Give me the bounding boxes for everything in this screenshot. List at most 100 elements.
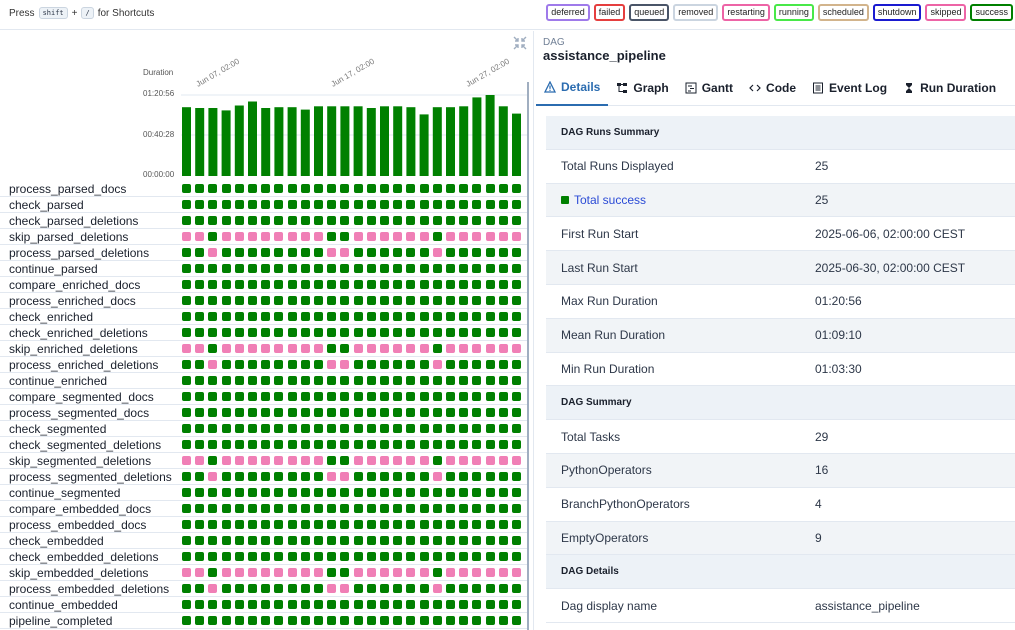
- task-instance-success[interactable]: [498, 424, 508, 433]
- task-instance-success[interactable]: [485, 312, 495, 321]
- task-instance-success[interactable]: [340, 456, 350, 465]
- task-instance-success[interactable]: [221, 424, 231, 433]
- task-instance-success[interactable]: [432, 456, 442, 465]
- task-instance-success[interactable]: [261, 520, 271, 529]
- task-instance-success[interactable]: [366, 584, 376, 593]
- legend-shutdown[interactable]: shutdown: [872, 4, 922, 21]
- task-instance-success[interactable]: [195, 328, 205, 337]
- task-instance-success[interactable]: [366, 536, 376, 545]
- task-instance-success[interactable]: [459, 440, 469, 449]
- task-instance-success[interactable]: [366, 440, 376, 449]
- task-instance-success[interactable]: [248, 424, 257, 433]
- task-instance-skipped[interactable]: [419, 568, 429, 577]
- task-instance-success[interactable]: [419, 424, 429, 433]
- task-instance-success[interactable]: [432, 232, 442, 241]
- task-instance-success[interactable]: [221, 184, 231, 193]
- task-instance-success[interactable]: [498, 504, 508, 513]
- task-instance-success[interactable]: [472, 360, 482, 369]
- task-instance-success[interactable]: [446, 360, 455, 369]
- task-instance-skipped[interactable]: [406, 344, 416, 353]
- task-instance-success[interactable]: [234, 392, 244, 401]
- task-instance-skipped[interactable]: [393, 344, 403, 353]
- duration-bar[interactable]: [261, 108, 271, 176]
- task-instance-success[interactable]: [274, 376, 284, 385]
- task-instance-success[interactable]: [472, 520, 482, 529]
- task-instance-success[interactable]: [340, 488, 350, 497]
- task-name[interactable]: check_segmented: [9, 422, 107, 436]
- task-instance-success[interactable]: [327, 504, 337, 513]
- task-instance-success[interactable]: [248, 440, 257, 449]
- task-instance-success[interactable]: [195, 552, 205, 561]
- task-instance-success[interactable]: [485, 488, 495, 497]
- task-instance-success[interactable]: [234, 280, 244, 289]
- task-instance-success[interactable]: [380, 328, 389, 337]
- task-instance-success[interactable]: [366, 264, 376, 273]
- duration-bar[interactable]: [446, 107, 455, 176]
- task-instance-success[interactable]: [472, 440, 482, 449]
- task-instance-success[interactable]: [274, 552, 284, 561]
- task-instance-skipped[interactable]: [274, 232, 284, 241]
- task-instance-success[interactable]: [248, 408, 257, 417]
- task-instance-skipped[interactable]: [459, 456, 469, 465]
- task-instance-success[interactable]: [248, 328, 257, 337]
- task-instance-success[interactable]: [300, 200, 310, 209]
- task-instance-success[interactable]: [182, 328, 191, 337]
- task-instance-success[interactable]: [406, 248, 416, 257]
- task-instance-success[interactable]: [485, 536, 495, 545]
- task-instance-success[interactable]: [432, 552, 442, 561]
- task-instance-success[interactable]: [498, 264, 508, 273]
- task-name[interactable]: compare_embedded_docs: [9, 502, 152, 516]
- task-instance-success[interactable]: [327, 568, 337, 577]
- task-instance-success[interactable]: [300, 264, 310, 273]
- task-instance-success[interactable]: [472, 616, 482, 625]
- task-instance-success[interactable]: [366, 280, 376, 289]
- task-instance-skipped[interactable]: [340, 248, 350, 257]
- task-instance-success[interactable]: [459, 536, 469, 545]
- task-instance-success[interactable]: [459, 360, 469, 369]
- task-instance-success[interactable]: [182, 264, 191, 273]
- task-instance-success[interactable]: [446, 296, 455, 305]
- task-instance-success[interactable]: [485, 264, 495, 273]
- task-instance-success[interactable]: [248, 200, 257, 209]
- task-instance-success[interactable]: [221, 440, 231, 449]
- task-instance-success[interactable]: [459, 184, 469, 193]
- legend-success[interactable]: success: [970, 4, 1013, 21]
- task-instance-success[interactable]: [234, 248, 244, 257]
- task-instance-success[interactable]: [419, 296, 429, 305]
- task-instance-success[interactable]: [287, 280, 297, 289]
- task-instance-skipped[interactable]: [393, 232, 403, 241]
- task-name[interactable]: check_parsed_deletions: [9, 214, 139, 228]
- task-instance-success[interactable]: [221, 392, 231, 401]
- task-instance-success[interactable]: [419, 600, 429, 609]
- task-instance-success[interactable]: [432, 504, 442, 513]
- task-instance-success[interactable]: [234, 184, 244, 193]
- task-instance-success[interactable]: [274, 392, 284, 401]
- legend-restarting[interactable]: restarting: [722, 4, 770, 21]
- task-instance-success[interactable]: [195, 312, 205, 321]
- task-instance-success[interactable]: [195, 392, 205, 401]
- legend-running[interactable]: running: [773, 4, 814, 21]
- task-instance-success[interactable]: [327, 552, 337, 561]
- tab-event-log[interactable]: Event Log: [804, 70, 895, 106]
- task-instance-success[interactable]: [380, 440, 389, 449]
- task-instance-success[interactable]: [261, 488, 271, 497]
- task-instance-success[interactable]: [512, 392, 521, 401]
- task-instance-success[interactable]: [353, 552, 363, 561]
- task-instance-success[interactable]: [380, 600, 389, 609]
- task-instance-success[interactable]: [274, 584, 284, 593]
- task-instance-success[interactable]: [221, 552, 231, 561]
- task-instance-success[interactable]: [446, 328, 455, 337]
- task-instance-success[interactable]: [195, 472, 205, 481]
- task-instance-success[interactable]: [498, 408, 508, 417]
- task-instance-success[interactable]: [512, 600, 521, 609]
- task-instance-success[interactable]: [432, 296, 442, 305]
- task-instance-success[interactable]: [274, 488, 284, 497]
- task-instance-skipped[interactable]: [314, 568, 323, 577]
- task-instance-skipped[interactable]: [366, 344, 376, 353]
- task-instance-skipped[interactable]: [300, 456, 310, 465]
- task-instance-success[interactable]: [380, 312, 389, 321]
- task-instance-success[interactable]: [498, 600, 508, 609]
- task-instance-success[interactable]: [380, 360, 389, 369]
- task-instance-success[interactable]: [432, 264, 442, 273]
- task-instance-success[interactable]: [498, 392, 508, 401]
